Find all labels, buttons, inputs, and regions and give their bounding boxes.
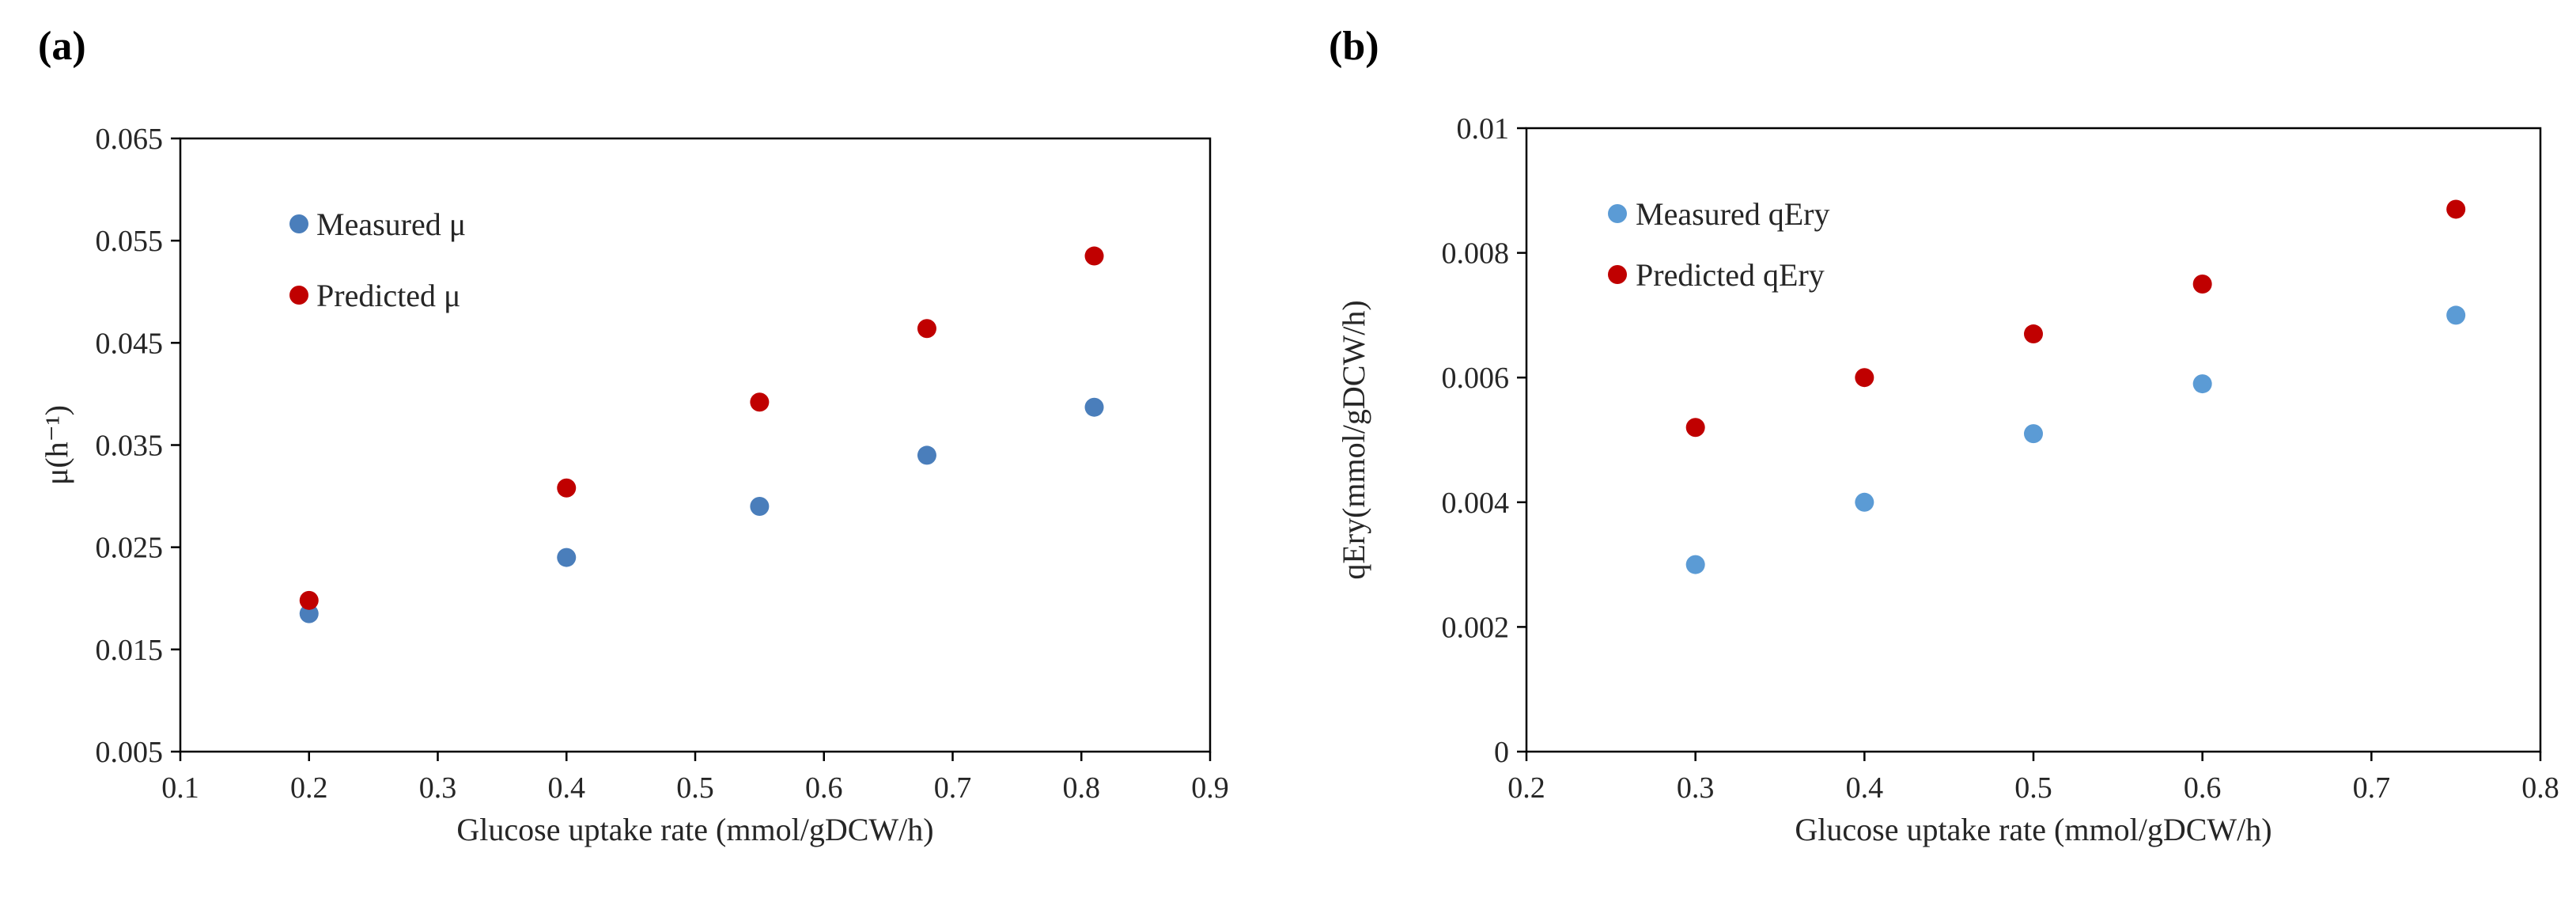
legend-marker xyxy=(1608,265,1627,284)
x-tick-label: 0.2 xyxy=(1507,771,1545,805)
legend-label: Predicted μ xyxy=(316,278,461,313)
legend-label: Measured μ xyxy=(316,207,466,242)
data-point-measured xyxy=(1855,492,1874,512)
y-tick-label: 0.002 xyxy=(1442,611,1510,644)
y-tick-label: 0.005 xyxy=(96,736,164,769)
data-point-measured xyxy=(2446,305,2466,325)
data-point-predicted xyxy=(299,590,319,610)
legend-label: Measured qEry xyxy=(1636,196,1829,232)
x-tick-label: 0.4 xyxy=(548,771,586,805)
x-tick-label: 0.3 xyxy=(419,771,457,805)
y-tick-label: 0.01 xyxy=(1457,112,1510,146)
data-point-measured xyxy=(299,604,319,623)
y-tick-label: 0.006 xyxy=(1442,362,1510,395)
data-point-predicted xyxy=(557,478,577,498)
y-tick-label: 0.035 xyxy=(96,430,164,463)
y-tick-label: 0 xyxy=(1494,736,1509,769)
data-point-measured xyxy=(917,445,936,465)
x-tick-label: 0.6 xyxy=(805,771,843,805)
data-point-measured xyxy=(1685,555,1705,574)
panel-label: (b) xyxy=(1329,24,1379,69)
y-tick-label: 0.008 xyxy=(1442,237,1510,271)
legend-marker xyxy=(289,214,308,233)
x-axis-title: Glucose uptake rate (mmol/gDCW/h) xyxy=(1795,812,2271,847)
data-point-predicted xyxy=(2192,275,2212,294)
x-tick-label: 0.5 xyxy=(2014,771,2052,805)
x-tick-label: 0.8 xyxy=(1063,771,1101,805)
chart-panel-a: (a) 0.1 0.2 0.3 0.4 0.5 0.6 0.7 0.8 0.9 0.005 0.015… xyxy=(38,24,1229,847)
x-tick-label: 0.4 xyxy=(1846,771,1884,805)
data-point-measured xyxy=(1084,397,1104,417)
data-point-measured xyxy=(750,497,770,516)
y-axis-title: μ(h⁻¹) xyxy=(39,405,74,485)
data-point-predicted xyxy=(2024,324,2043,344)
data-point-measured xyxy=(2024,424,2043,444)
y-tick-label: 0.015 xyxy=(96,634,164,667)
x-tick-label: 0.1 xyxy=(161,771,199,805)
x-tick-label: 0.8 xyxy=(2521,771,2559,805)
data-point-measured xyxy=(557,548,577,567)
data-point-measured xyxy=(2192,374,2212,394)
data-point-predicted xyxy=(1855,368,1874,388)
legend-label: Predicted qEry xyxy=(1636,257,1825,293)
x-tick-label: 0.6 xyxy=(2184,771,2222,805)
x-tick-label: 0.9 xyxy=(1191,771,1229,805)
data-point-predicted xyxy=(2446,199,2466,219)
y-tick-label: 0.025 xyxy=(96,532,164,565)
x-tick-label: 0.2 xyxy=(290,771,328,805)
chart-panel-b: (b) 0.2 0.3 0.4 0.5 0.6 0.7 0.8 0 0.002 0.004 0.006… xyxy=(1329,24,2559,847)
data-point-predicted xyxy=(1685,418,1705,438)
data-point-predicted xyxy=(917,319,936,339)
legend-marker xyxy=(289,286,308,305)
y-axis-title: qEry(mmol/gDCW/h) xyxy=(1336,300,1371,579)
data-point-predicted xyxy=(1084,246,1104,266)
x-tick-label: 0.5 xyxy=(676,771,714,805)
x-tick-label: 0.3 xyxy=(1677,771,1715,805)
x-axis-title: Glucose uptake rate (mmol/gDCW/h) xyxy=(456,812,933,847)
x-tick-label: 0.7 xyxy=(2353,771,2391,805)
data-point-predicted xyxy=(750,392,770,412)
y-tick-label: 0.055 xyxy=(96,225,164,258)
y-tick-label: 0.065 xyxy=(96,123,164,156)
x-tick-label: 0.7 xyxy=(934,771,972,805)
legend-marker xyxy=(1608,204,1627,223)
y-tick-label: 0.004 xyxy=(1442,487,1510,520)
y-tick-label: 0.045 xyxy=(96,327,164,360)
panel-label: (a) xyxy=(38,24,86,69)
